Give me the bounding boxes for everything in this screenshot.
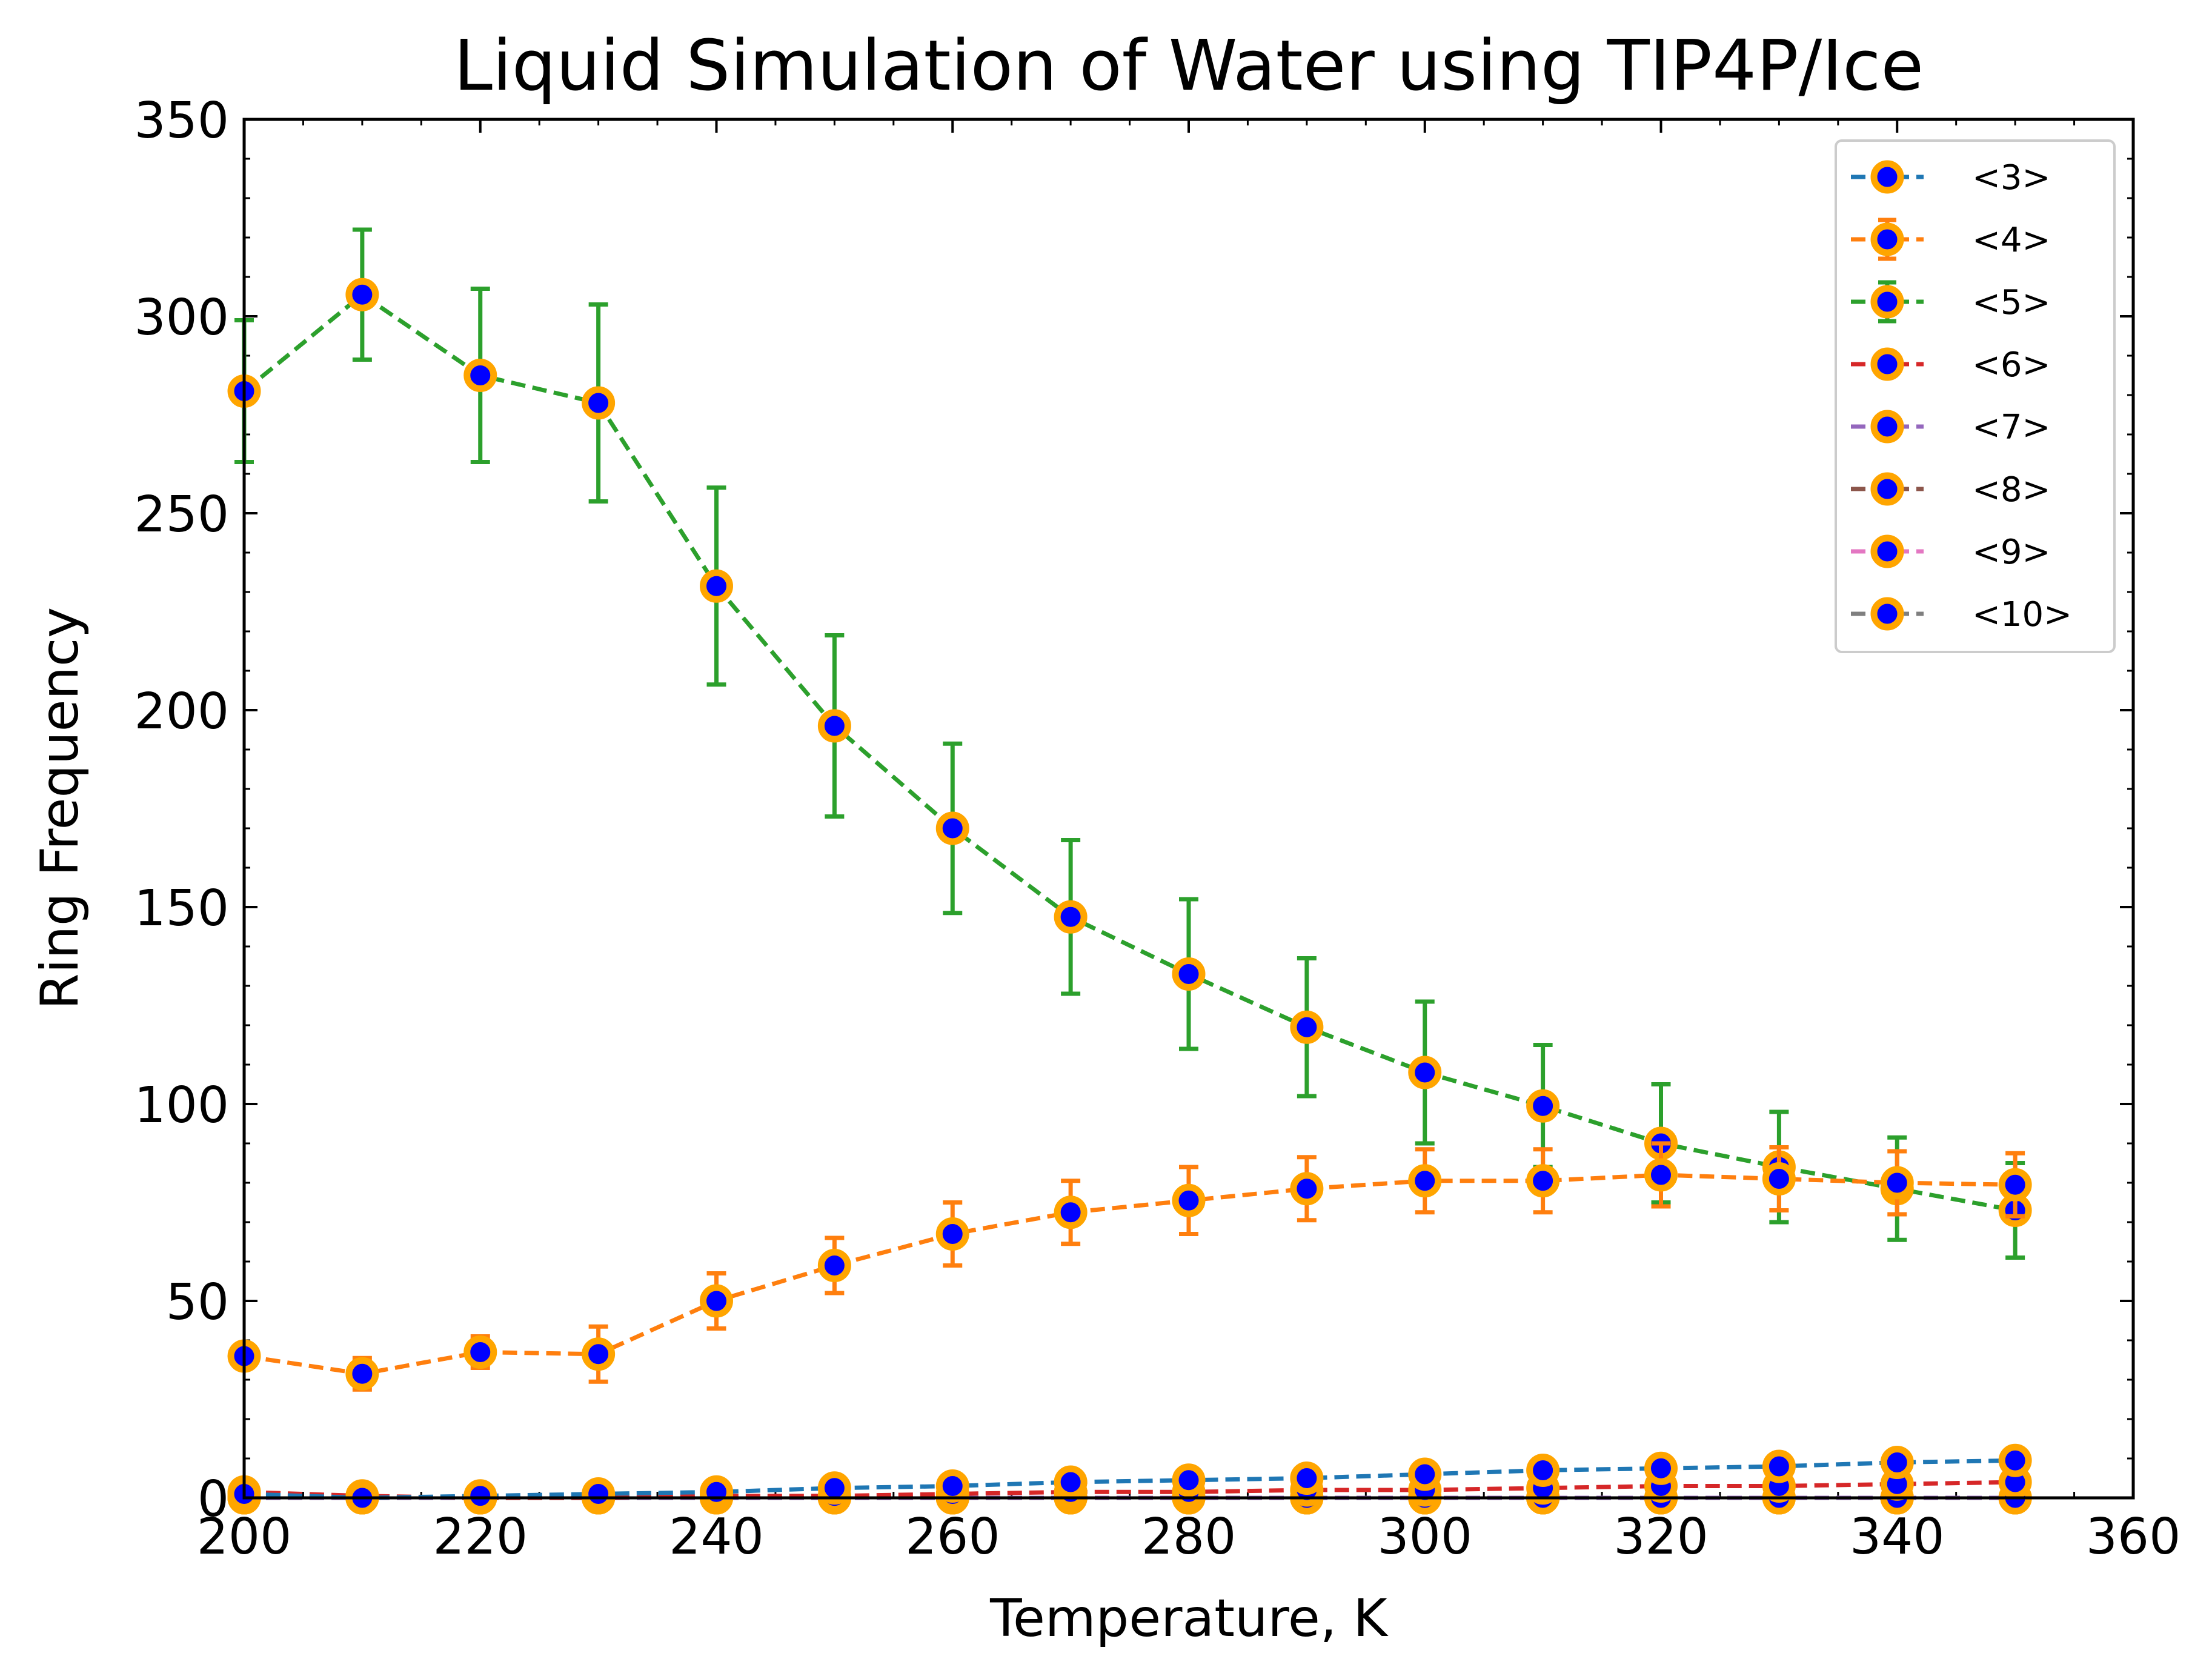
data-point	[1644, 1158, 1678, 1192]
series-line	[242, 291, 2016, 1212]
legend-marker	[1870, 410, 1904, 444]
legend-item: <5>	[1851, 280, 2050, 324]
legend-item: <9>	[1851, 533, 2050, 572]
x-tick-label: 320	[1613, 1508, 1709, 1566]
legend-marker	[1870, 222, 1904, 256]
y-tick-label: 250	[134, 486, 229, 544]
legend-item: <10>	[1851, 595, 2072, 634]
legend-label: <4>	[1972, 221, 2050, 260]
legend-item: <3>	[1851, 158, 2050, 198]
x-tick-label: 300	[1377, 1508, 1472, 1566]
data-point	[1290, 1010, 1324, 1044]
series-line	[244, 1172, 2016, 1376]
legend-marker	[1870, 160, 1904, 194]
data-point	[1408, 1457, 1442, 1491]
data-point	[700, 1284, 733, 1318]
data-point	[582, 1337, 616, 1371]
legend-label: <9>	[1972, 533, 2050, 572]
legend-item: <8>	[1851, 470, 2050, 510]
data-point	[1054, 1465, 1088, 1499]
data-point	[1054, 900, 1088, 934]
x-tick-label: 240	[669, 1508, 764, 1566]
x-tick-label: 280	[1141, 1508, 1237, 1566]
series-layer	[227, 227, 2032, 1515]
legend-marker	[1870, 597, 1904, 631]
data-point	[1762, 1449, 1796, 1483]
legend-item: <6>	[1851, 345, 2050, 385]
data-point	[345, 278, 379, 311]
legend-marker	[1870, 472, 1904, 506]
x-tick-label: 260	[905, 1508, 1000, 1566]
series-3	[227, 227, 2032, 1260]
data-point	[1526, 1089, 1560, 1123]
y-tick-label: 300	[134, 289, 229, 347]
data-point	[1290, 1172, 1324, 1206]
legend-label: <8>	[1972, 470, 2050, 510]
data-point	[1408, 1056, 1442, 1089]
data-point	[463, 359, 497, 392]
chart-title: Liquid Simulation of Water using TIP4P/I…	[454, 25, 1924, 107]
series-4	[227, 1465, 2032, 1515]
data-point	[935, 811, 969, 845]
legend-label: <3>	[1972, 158, 2050, 198]
x-axis-label: Temperature, K	[989, 1588, 1389, 1649]
data-point	[935, 1469, 969, 1503]
data-point	[1172, 1183, 1206, 1217]
data-point	[1408, 1164, 1442, 1198]
data-point	[1880, 1446, 1914, 1479]
y-tick-label: 350	[134, 92, 229, 150]
data-point	[1526, 1454, 1560, 1487]
data-point	[700, 1475, 733, 1509]
legend-label: <5>	[1972, 283, 2050, 322]
legend-item: <4>	[1851, 218, 2050, 261]
data-point	[1290, 1462, 1324, 1495]
data-point	[345, 1357, 379, 1391]
data-point	[463, 1335, 497, 1369]
data-point	[1644, 1451, 1678, 1485]
legend-item: <7>	[1851, 408, 2050, 447]
x-tick-label: 340	[1850, 1508, 1945, 1566]
y-tick-label: 150	[134, 880, 229, 937]
legend: <3> <4> <5> <6> <7> <8> <9> <10>	[1835, 139, 2116, 653]
legend-label: <7>	[1972, 408, 2050, 447]
data-point	[1998, 1443, 2032, 1477]
legend-label: <10>	[1972, 595, 2072, 634]
data-point	[582, 386, 616, 420]
x-tick-label: 200	[197, 1508, 292, 1566]
legend-box	[1835, 139, 2116, 653]
y-tick-label: 100	[134, 1077, 229, 1134]
data-point	[1526, 1164, 1560, 1198]
data-point	[582, 1477, 616, 1511]
data-point	[935, 1217, 969, 1251]
series-2	[227, 1141, 2032, 1392]
data-point	[700, 569, 733, 603]
legend-label: <6>	[1972, 345, 2050, 385]
y-tick-label: 0	[198, 1471, 229, 1528]
x-tick-label: 360	[2086, 1508, 2181, 1566]
x-tick-label: 220	[433, 1508, 528, 1566]
data-point	[1054, 1195, 1088, 1229]
plot-frame	[242, 118, 2135, 1500]
data-point	[817, 709, 851, 743]
y-axis-label: Ring Frequency	[30, 607, 90, 1009]
data-point	[1998, 1168, 2032, 1202]
series-line	[244, 1458, 2016, 1500]
data-point	[817, 1471, 851, 1505]
data-point	[1172, 1463, 1206, 1497]
legend-marker	[1870, 285, 1904, 319]
legend-marker	[1870, 534, 1904, 568]
legend-marker	[1870, 347, 1904, 381]
data-point	[1880, 1166, 1914, 1200]
tick-labels: 200 220 240 260 280 300 320 340 360 0 50 100 150 200 2…	[134, 92, 2180, 1566]
data-point	[1172, 957, 1206, 991]
data-point	[463, 1479, 497, 1513]
y-tick-label: 200	[134, 683, 229, 740]
data-point	[817, 1249, 851, 1282]
y-tick-label: 50	[166, 1274, 229, 1331]
data-point	[1762, 1162, 1796, 1195]
series-1	[227, 1443, 2032, 1515]
